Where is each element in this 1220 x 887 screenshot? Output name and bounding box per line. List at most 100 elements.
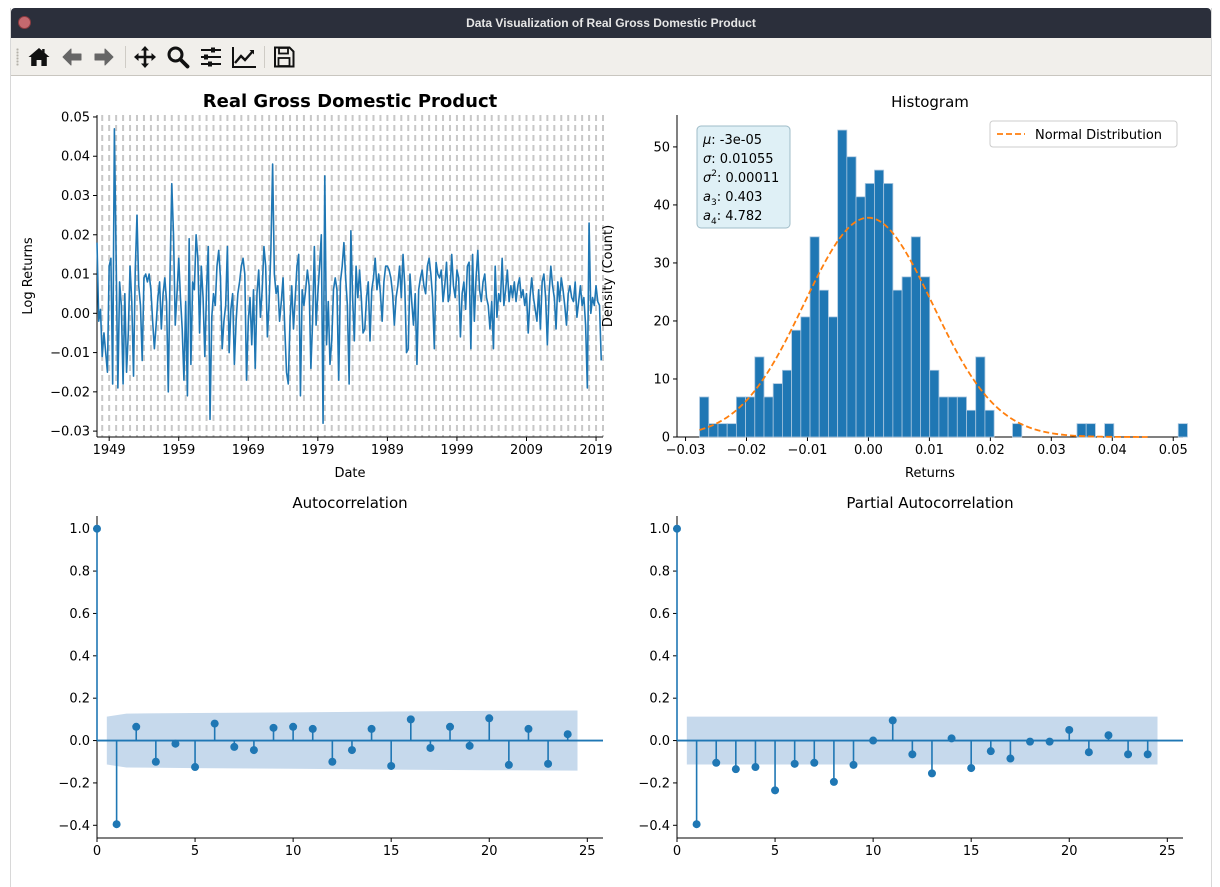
y-tick-label: −0.2 [58, 776, 90, 791]
stats-value: : -3e-05 [711, 133, 762, 148]
edit-axis-button[interactable] [230, 43, 258, 71]
y-tick-label: −0.02 [50, 385, 90, 400]
stats-symbol: a [703, 209, 711, 224]
x-tick-label: 5 [771, 844, 779, 859]
x-tick-label: 2019 [579, 443, 612, 458]
x-tick-label: −0.02 [727, 443, 767, 458]
histogram-bar [975, 356, 986, 438]
forward-button[interactable] [90, 43, 118, 71]
histogram-bar [828, 316, 839, 438]
histogram-bar [855, 196, 866, 438]
stem-marker [673, 524, 681, 533]
x-tick-label: 1999 [440, 443, 473, 458]
x-tick-label: 1989 [371, 443, 404, 458]
histogram-bar [735, 396, 746, 438]
histogram-bar [1085, 423, 1096, 438]
stem-marker [249, 746, 258, 755]
stats-box-frame [696, 125, 791, 229]
title-bar: Data Visualization of Real Gross Domesti… [11, 8, 1211, 38]
x-tick-label: 0.00 [854, 443, 883, 458]
stem-marker [132, 722, 141, 731]
y-tick-label: 1.0 [69, 522, 90, 537]
stats-symbol: σ [703, 171, 712, 186]
zoom-icon [167, 46, 190, 69]
home-button[interactable] [25, 43, 53, 71]
legend: Normal Distribution [989, 120, 1178, 148]
histogram-bar [726, 423, 737, 438]
histogram-bar [782, 369, 793, 438]
stats-superscript: 2 [711, 169, 717, 179]
stem-marker [888, 716, 897, 725]
stem-marker [986, 747, 995, 756]
chart-title: Histogram [891, 93, 969, 111]
y-tick-label: 0.6 [69, 607, 90, 622]
stem-marker [927, 769, 936, 778]
histogram-bar [837, 129, 848, 438]
x-tick-label: 1949 [93, 443, 126, 458]
x-tick-label: 0 [93, 844, 101, 859]
x-tick-label: 15 [383, 844, 400, 859]
histogram-bar [800, 316, 811, 438]
stem-marker [731, 765, 740, 774]
stats-entry: a4: 4.782 [703, 209, 762, 227]
toolbar-separator [125, 46, 126, 68]
y-tick-label: −0.01 [50, 346, 90, 361]
back-button[interactable] [58, 43, 86, 71]
x-tick-label: 1969 [232, 443, 265, 458]
stem-marker [1065, 725, 1074, 734]
histogram-bar [717, 423, 728, 438]
toolbar-separator [264, 46, 265, 68]
histogram-bar [1012, 423, 1023, 438]
histogram-bar [809, 236, 820, 438]
y-tick-label: −0.4 [638, 819, 670, 834]
pan-button[interactable] [131, 43, 159, 71]
histogram-bar [874, 169, 885, 438]
stem-marker [504, 760, 513, 769]
y-tick-label: 0.4 [649, 649, 670, 664]
chart-title: Real Gross Domestic Product [203, 91, 498, 112]
x-tick-label: 0.01 [915, 443, 944, 458]
histogram-bar [864, 183, 875, 438]
stem-marker [947, 734, 956, 743]
stem-marker [112, 820, 121, 829]
y-tick-label: 50 [653, 140, 670, 155]
legend-label: Normal Distribution [1035, 128, 1162, 143]
stem-marker [1104, 731, 1113, 740]
x-tick-label: −0.03 [666, 443, 706, 458]
stem-marker [1143, 750, 1152, 759]
y-tick-label: −0.4 [58, 819, 90, 834]
stem-marker [1124, 750, 1133, 759]
stem-marker [869, 736, 878, 745]
y-tick-label: −0.2 [638, 776, 670, 791]
stem-marker [751, 763, 760, 772]
histogram-bar [920, 276, 931, 438]
save-button[interactable] [270, 43, 298, 71]
x-tick-label: 1979 [301, 443, 334, 458]
y-tick-label: 0.8 [649, 565, 670, 580]
zoom-button[interactable] [164, 43, 192, 71]
configure-subplots-button[interactable] [197, 43, 225, 71]
y-tick-label: 0.01 [61, 268, 90, 283]
stem-marker [967, 764, 976, 773]
stem-marker [1045, 737, 1054, 746]
y-tick-label: 30 [653, 256, 670, 271]
y-tick-label: 0.2 [649, 692, 670, 707]
stem-marker [692, 820, 701, 829]
y-tick-label: 40 [653, 198, 670, 213]
stem-marker [1084, 748, 1093, 757]
y-tick-label: −0.03 [50, 425, 90, 440]
stem-marker [289, 722, 298, 731]
x-tick-label: 25 [579, 844, 596, 859]
histogram-bar [947, 396, 958, 438]
close-button[interactable] [18, 16, 31, 29]
stem-marker [849, 760, 858, 769]
toolbar-grip[interactable] [16, 48, 19, 66]
y-tick-label: 0.8 [69, 565, 90, 580]
x-tick-label: 0.04 [1098, 443, 1127, 458]
stem-marker [829, 777, 838, 786]
stem-marker [1006, 754, 1015, 763]
histogram-bar [763, 396, 774, 438]
y-tick-label: 0.05 [61, 110, 90, 125]
